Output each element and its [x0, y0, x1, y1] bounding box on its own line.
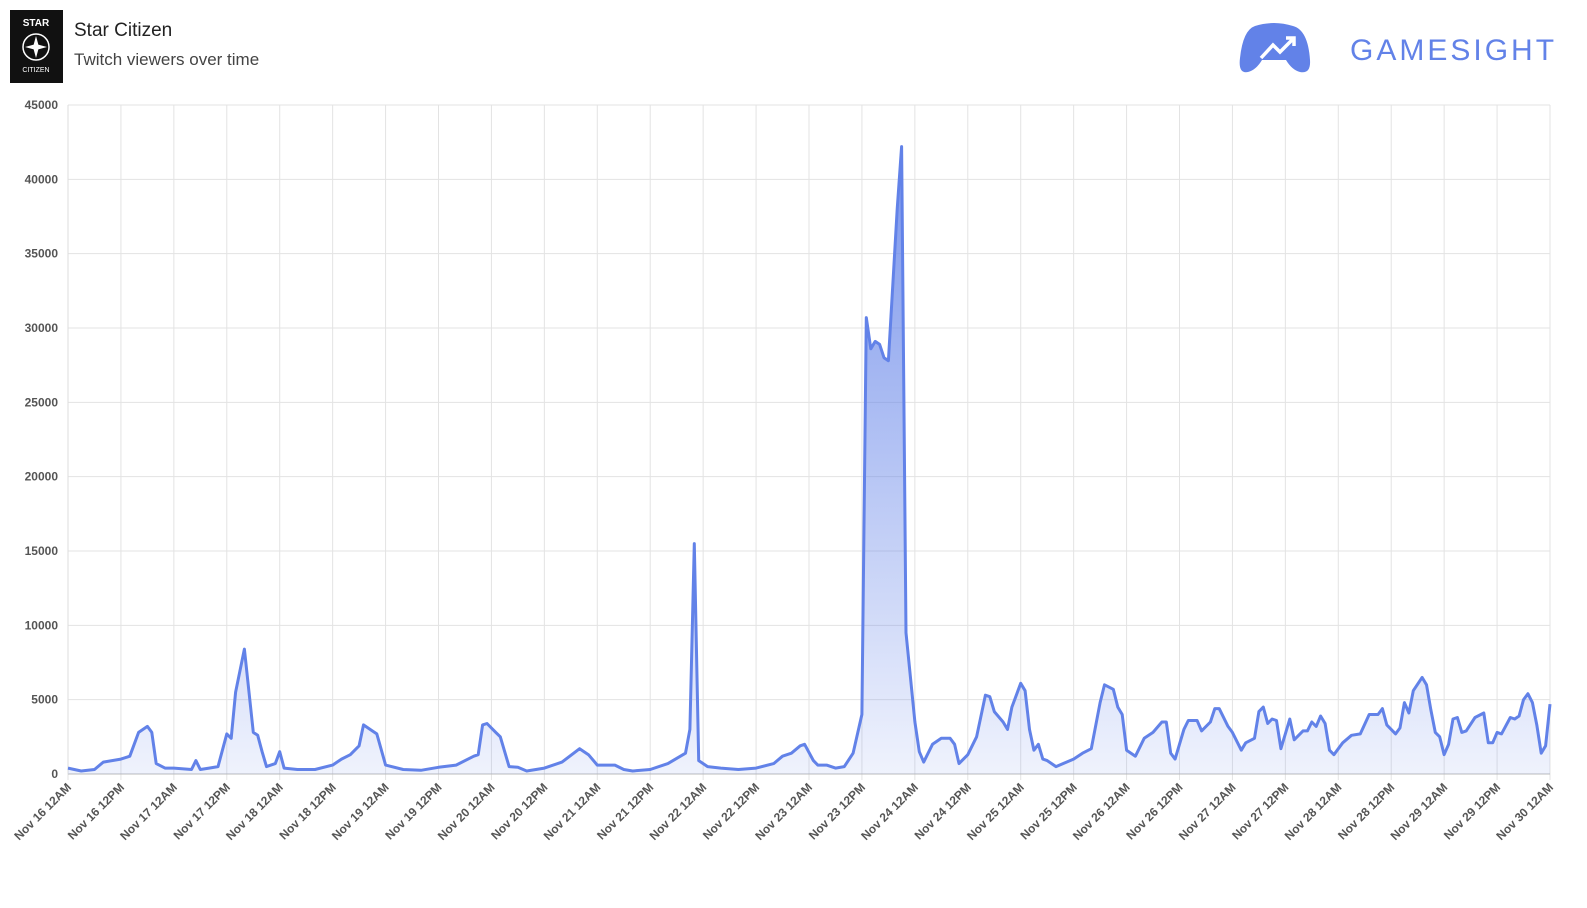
plot-area: 0 5000 10000 15000 20000 25000 30000 35000 40000… [11, 98, 1556, 843]
y-tick-label: 10000 [25, 618, 59, 632]
chart-title: Star Citizen [74, 20, 172, 41]
brand-name: GAMESIGHT [1350, 34, 1557, 67]
y-tick-label: 30000 [25, 321, 59, 335]
y-tick-label: 15000 [25, 544, 59, 558]
x-tick-label: Nov 30 12AM [1493, 780, 1556, 843]
y-tick-label: 45000 [25, 98, 59, 112]
y-tick-label: 20000 [25, 470, 59, 484]
brand-logo-arrow [1259, 36, 1296, 60]
line [67, 145, 1552, 773]
y-tick-label: 25000 [25, 395, 59, 409]
y-tick-label: 0 [51, 767, 58, 781]
y-tick-label: 5000 [31, 693, 58, 707]
logo-text: STAR [23, 18, 50, 29]
logo-star [25, 36, 47, 58]
y-tick-label: 35000 [25, 247, 59, 261]
logo-emblem [22, 33, 50, 61]
y-tick-label: 40000 [25, 172, 59, 186]
chart-subtitle: Twitch viewers over time [74, 50, 259, 69]
logo-text: CITIZEN [22, 67, 49, 74]
